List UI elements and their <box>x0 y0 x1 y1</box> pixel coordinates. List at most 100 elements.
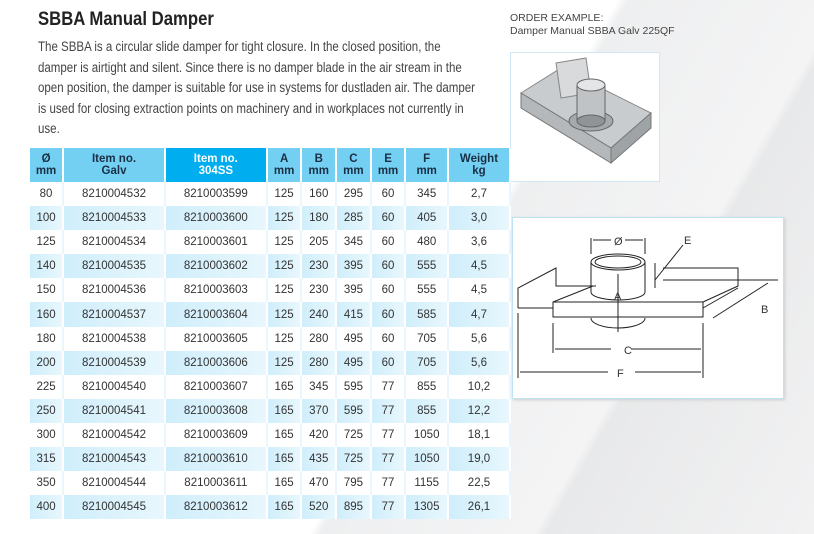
table-cell: 285 <box>336 206 372 231</box>
table-cell: 370 <box>301 398 338 423</box>
table-cell: 725 <box>336 422 372 448</box>
column-header-line: A <box>279 153 289 165</box>
table-cell: 8210003602 <box>164 254 268 279</box>
column-header-line: mm <box>308 165 329 177</box>
table-cell: 855 <box>405 398 449 423</box>
table-cell: 125 <box>266 206 303 231</box>
table-cell: 280 <box>301 350 338 375</box>
table-cell: 8210003605 <box>164 326 268 351</box>
order-example: ORDER EXAMPLE: Damper Manual SBBA Galv 2… <box>510 12 675 38</box>
table-cell: 60 <box>370 182 407 207</box>
table-cell: 180 <box>30 326 65 351</box>
table-cell: 705 <box>405 326 449 351</box>
table-cell: 495 <box>336 350 372 375</box>
table-cell: 240 <box>301 302 338 327</box>
description: The SBBA is a circular slide damper for … <box>38 39 476 136</box>
table-cell: 150 <box>30 278 65 303</box>
table-cell: 80 <box>30 182 65 207</box>
page-title: SBBA Manual Damper <box>38 9 214 30</box>
table-cell: 350 <box>30 471 65 496</box>
table-cell: 10,2 <box>447 374 512 399</box>
table-cell: 470 <box>301 471 338 496</box>
table-cell: 420 <box>301 422 338 448</box>
column-header: Item no. 304SS <box>164 148 268 182</box>
table-cell: 165 <box>266 398 303 423</box>
table-cell: 165 <box>266 422 303 448</box>
column-header-line: 304SS <box>198 165 234 177</box>
table-cell: 165 <box>266 374 303 399</box>
table-cell: 230 <box>301 278 338 303</box>
table-cell: 8210004542 <box>63 422 166 448</box>
table-cell: 26,1 <box>447 495 512 520</box>
table-row: 150 8210004536 8210003603 125 230 395 60 555 4,5 <box>30 278 512 303</box>
table-cell: 125 <box>266 230 303 255</box>
table-cell: 60 <box>370 350 407 375</box>
table-cell: 180 <box>301 206 338 231</box>
table-cell: 8210003601 <box>164 230 268 255</box>
table-cell: 4,5 <box>447 278 512 303</box>
label-diameter: Ø <box>614 236 623 248</box>
table-row: 300 8210004542 8210003609 165 420 725 77 1050 18… <box>30 422 512 448</box>
label-a: A <box>614 291 622 303</box>
column-header-line: Item no. <box>193 153 238 165</box>
order-example-value: Damper Manual SBBA Galv 225QF <box>510 25 675 37</box>
table-cell: 18,1 <box>447 422 512 448</box>
table-cell: 125 <box>266 326 303 351</box>
table-cell: 300 <box>30 422 65 448</box>
table-cell: 3,6 <box>447 230 512 255</box>
table-cell: 705 <box>405 350 449 375</box>
table-cell: 8210003606 <box>164 350 268 375</box>
table-cell: 8210003599 <box>164 182 268 207</box>
table-cell: 8210004534 <box>63 230 166 255</box>
table-cell: 1305 <box>405 495 449 520</box>
table-cell: 77 <box>370 495 407 520</box>
table-cell: 60 <box>370 254 407 279</box>
table-cell: 8210004537 <box>63 302 166 327</box>
table-cell: 165 <box>266 447 303 472</box>
table-cell: 280 <box>301 326 338 351</box>
column-header-line: Item no. <box>91 153 137 165</box>
table-cell: 77 <box>370 471 407 496</box>
table-row: 100 8210004533 8210003600 125 180 285 60 405 3,0 <box>30 206 512 231</box>
table-cell: 8210003612 <box>164 495 268 520</box>
column-header-line: mm <box>377 165 399 177</box>
label-f: F <box>617 368 624 380</box>
table-cell: 345 <box>336 230 372 255</box>
table-cell: 8210003608 <box>164 398 268 423</box>
column-header-line: kg <box>472 165 486 177</box>
order-example-label: ORDER EXAMPLE: <box>510 12 604 24</box>
label-b: B <box>761 304 768 316</box>
table-cell: 8210003611 <box>164 471 268 496</box>
table-cell: 8210004545 <box>63 495 166 520</box>
table-row: 200 8210004539 8210003606 125 280 495 60 705 5,6 <box>30 350 512 375</box>
table-cell: 77 <box>370 422 407 448</box>
table-cell: 345 <box>405 182 449 207</box>
table-cell: 1050 <box>405 422 449 448</box>
table-cell: 60 <box>370 206 407 231</box>
table-cell: 160 <box>30 302 65 327</box>
table-cell: 435 <box>301 447 338 472</box>
table-cell: 2,7 <box>447 182 512 207</box>
product-photo <box>510 52 660 182</box>
table-cell: 125 <box>30 230 65 255</box>
table-cell: 345 <box>301 374 338 399</box>
table-cell: 60 <box>370 302 407 327</box>
table-cell: 495 <box>336 326 372 351</box>
table-cell: 125 <box>266 254 303 279</box>
table-cell: 400 <box>30 495 65 520</box>
column-header-line: E <box>384 153 392 165</box>
table-cell: 165 <box>266 495 303 520</box>
table-cell: 160 <box>301 182 338 207</box>
table-cell: 405 <box>405 206 449 231</box>
table-cell: 8210003600 <box>164 206 268 231</box>
table-cell: 585 <box>405 302 449 327</box>
table-cell: 520 <box>301 495 338 520</box>
table-cell: 8210004541 <box>63 398 166 423</box>
table-cell: 77 <box>370 447 407 472</box>
